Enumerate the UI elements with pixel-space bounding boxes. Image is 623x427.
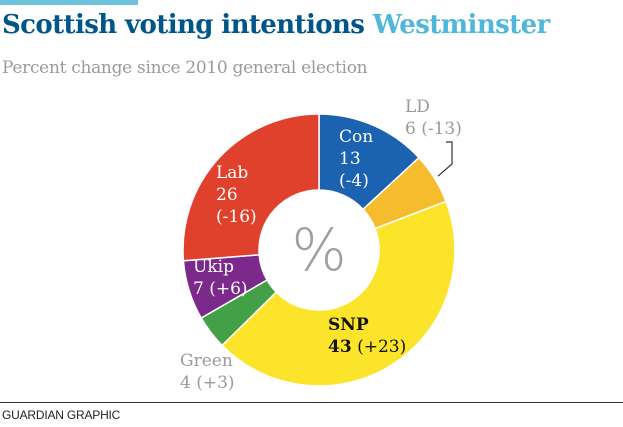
footer-divider xyxy=(0,402,623,403)
label-name-green: Green xyxy=(180,351,233,371)
center-percent-symbol: % xyxy=(291,216,346,284)
label-ld: LD6 (-13) xyxy=(405,97,462,139)
title-main: Scottish voting intentions xyxy=(2,10,365,40)
chart-subtitle: Percent change since 2010 general electi… xyxy=(2,58,368,78)
label-value-green: 4 (+3) xyxy=(180,373,235,393)
label-value-ld: 6 (-13) xyxy=(405,119,462,139)
slice-lab xyxy=(182,113,320,262)
label-name-ukip: Ukip xyxy=(193,257,234,277)
label-value-snp: 43 (+23) xyxy=(328,337,406,357)
leader-line-ld xyxy=(437,141,453,177)
label-value-ukip: 7 (+6) xyxy=(193,279,248,299)
label-name-snp: SNP xyxy=(328,315,369,335)
footer-credit: GUARDIAN GRAPHIC xyxy=(2,408,121,422)
label-name-lab: Lab xyxy=(216,163,248,183)
label-change-con: (-4) xyxy=(339,171,369,191)
chart-title: Scottish voting intentions Westminster xyxy=(2,10,550,40)
label-name-con: Con xyxy=(339,127,373,147)
label-name-ld: LD xyxy=(405,97,430,117)
title-accent: Westminster xyxy=(372,10,550,40)
accent-bar xyxy=(0,0,138,5)
label-value-lab: 26 xyxy=(216,185,238,205)
label-value-con: 13 xyxy=(339,149,361,169)
label-change-lab: (-16) xyxy=(216,207,257,227)
slice-snp xyxy=(221,200,456,387)
